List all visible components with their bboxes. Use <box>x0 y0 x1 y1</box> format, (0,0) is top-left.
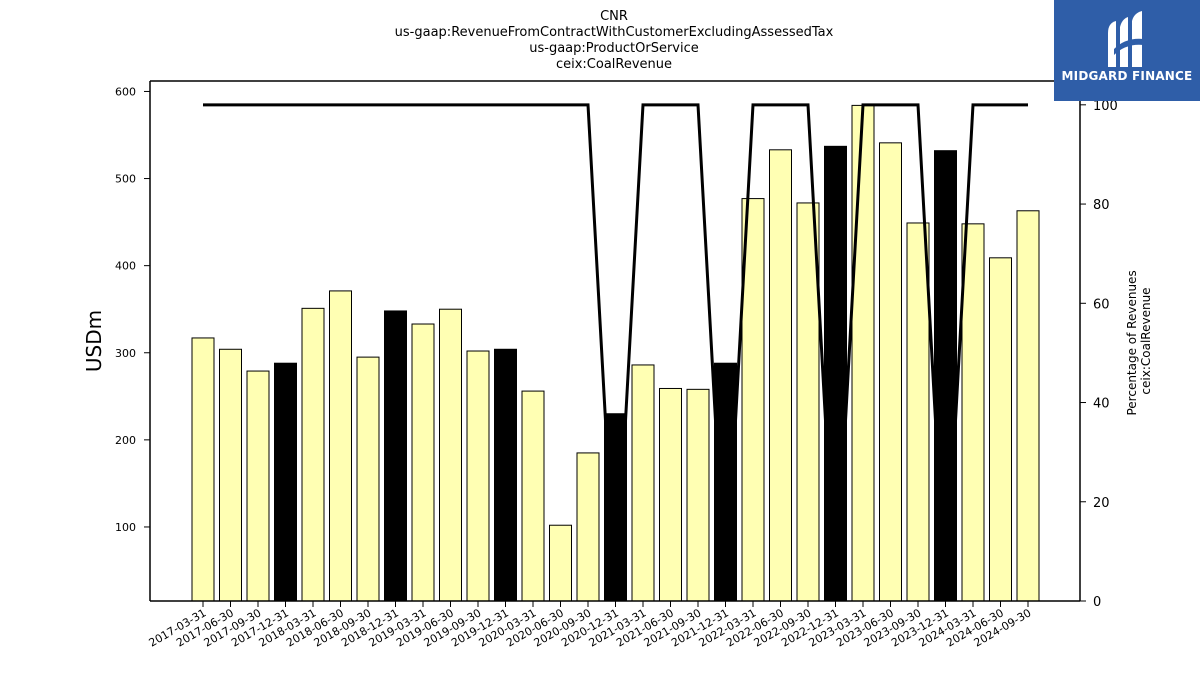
bar-2022-06-30 <box>769 149 792 602</box>
right-y-tick-label-60: 60 <box>1093 297 1110 312</box>
right-y-tick-label-0: 0 <box>1093 595 1101 610</box>
left-y-ticks: 100 200 300 400 500 600 <box>115 85 150 534</box>
chart-title-line-2: us-gaap:RevenueFromContractWithCustomerE… <box>395 25 834 40</box>
right-y-tick-label-20: 20 <box>1093 496 1110 511</box>
bar-2017-06-30 <box>219 348 242 602</box>
bar-2017-12-31 <box>274 362 297 602</box>
bar-2023-06-30 <box>879 142 902 602</box>
bar-2019-03-31 <box>411 323 435 602</box>
left-y-tick-label-400: 400 <box>115 260 136 273</box>
bar-2020-03-31 <box>521 390 545 602</box>
left-y-tick-label-500: 500 <box>115 173 136 186</box>
left-y-tick-label-200: 200 <box>115 434 136 447</box>
bar-2020-06-30 <box>549 524 572 602</box>
left-y-tick-label-300: 300 <box>115 347 136 360</box>
right-y-ticks: 0 20 40 60 80 100 <box>1080 99 1118 610</box>
logo-text: MIDGARD FINANCE <box>1061 69 1193 83</box>
right-y-tick-label-80: 80 <box>1093 198 1110 213</box>
bar-2021-03-31 <box>631 364 655 602</box>
bar-2018-09-30 <box>356 356 380 602</box>
bar-2024-09-30 <box>1016 210 1040 602</box>
midgard-finance-logo: MIDGARD FINANCE <box>1054 0 1200 101</box>
bar-2018-06-30 <box>329 290 352 602</box>
chart-title: CNRus-gaap:RevenueFromContractWithCustom… <box>395 9 834 72</box>
y-axis-label: USDm <box>82 310 106 372</box>
bar-2017-09-30 <box>246 370 270 602</box>
chart-title-line-3: us-gaap:ProductOrService <box>529 41 699 56</box>
left-y-tick-label-600: 600 <box>115 85 136 98</box>
bar-2019-06-30 <box>439 308 462 602</box>
chart-title-line-4: ceix:CoalRevenue <box>556 57 672 72</box>
bars-group <box>191 104 1040 602</box>
left-y-tick-label-100: 100 <box>115 521 136 534</box>
bar-2022-12-31 <box>824 145 847 602</box>
bar-2018-12-31 <box>384 310 407 602</box>
bar-2018-03-31 <box>301 307 325 602</box>
bar-2019-09-30 <box>466 350 490 602</box>
bar-2023-09-30 <box>906 222 930 602</box>
x-ticks: 2017-03-312017-06-302017-09-302017-12-31… <box>147 601 1034 650</box>
bar-2023-03-31 <box>851 104 875 602</box>
bar-2021-06-30 <box>659 387 682 602</box>
y2-axis-label: Percentage of Revenues ceix:CoalRevenue <box>1125 266 1153 415</box>
bar-2020-09-30 <box>576 452 600 602</box>
y2-axis-label-line-1: Percentage of Revenues <box>1125 270 1139 415</box>
bar-2023-12-31 <box>934 150 957 602</box>
bar-2021-09-30 <box>686 388 710 602</box>
bar-2019-12-31 <box>494 348 517 602</box>
bar-2024-03-31 <box>961 223 985 602</box>
right-y-tick-label-100: 100 <box>1093 99 1118 114</box>
bar-2024-06-30 <box>989 257 1012 602</box>
logo-mark-icon <box>1108 11 1144 67</box>
bar-2017-03-31 <box>191 337 215 602</box>
right-y-tick-label-40: 40 <box>1093 397 1110 412</box>
y2-axis-label-line-2: ceix:CoalRevenue <box>1139 287 1153 394</box>
chart-title-line-1: CNR <box>600 9 628 24</box>
